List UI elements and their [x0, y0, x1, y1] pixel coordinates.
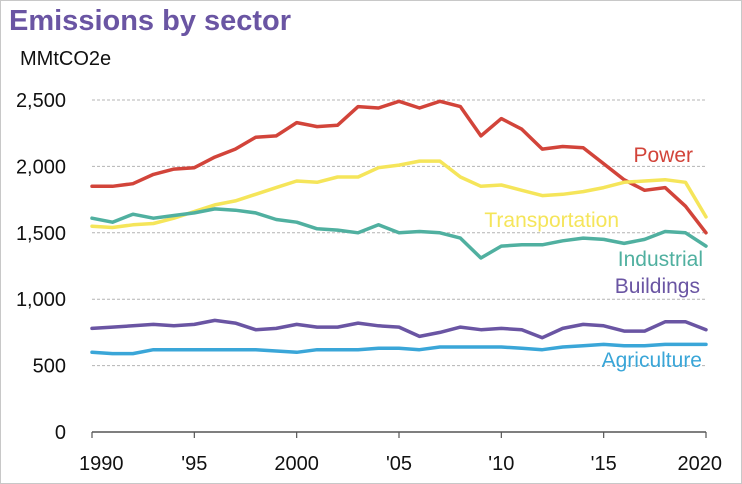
- series-lines: [90, 99, 708, 356]
- buildings-line: [90, 318, 708, 340]
- x-tick-label-2000: 2000: [274, 453, 319, 475]
- y-axis-ticks: 0 500 1,000 1,500 2,000 2,500: [16, 90, 66, 444]
- x-tick-label-1995: '95: [181, 453, 207, 475]
- y-tick-label-0: 0: [55, 422, 66, 444]
- power-series-label: Power: [633, 144, 693, 167]
- y-tick-label-2500: 2,500: [16, 90, 66, 112]
- industrial-series-label: Industrial: [618, 248, 703, 271]
- transportation-series-label: Transportation: [484, 209, 619, 232]
- series-labels: Power Transportation Industrial Buildings Ag…: [484, 144, 703, 372]
- power-line: [90, 99, 708, 235]
- chart-title: Emissions by sector: [9, 5, 292, 37]
- x-tick-label-2005: '05: [386, 453, 412, 475]
- y-tick-label-1500: 1,500: [16, 223, 66, 245]
- x-tick-label-1990: 1990: [79, 453, 124, 475]
- x-axis-ticks: 1990 '95 2000 '05 '10 '15 2020: [79, 432, 722, 475]
- y-tick-label-2000: 2,000: [16, 156, 66, 178]
- y-tick-label-500: 500: [33, 356, 66, 378]
- x-tick-label-2020: 2020: [678, 453, 723, 475]
- y-tick-label-1000: 1,000: [16, 289, 66, 311]
- x-tick-label-2015: '15: [591, 453, 617, 475]
- x-tick-label-2010: '10: [488, 453, 514, 475]
- buildings-series-label: Buildings: [615, 275, 700, 298]
- agriculture-line: [90, 342, 708, 356]
- agriculture-series-label: Agriculture: [602, 349, 702, 372]
- industrial-line: [90, 207, 708, 260]
- y-axis-unit-label: MMtCO2e: [20, 48, 112, 70]
